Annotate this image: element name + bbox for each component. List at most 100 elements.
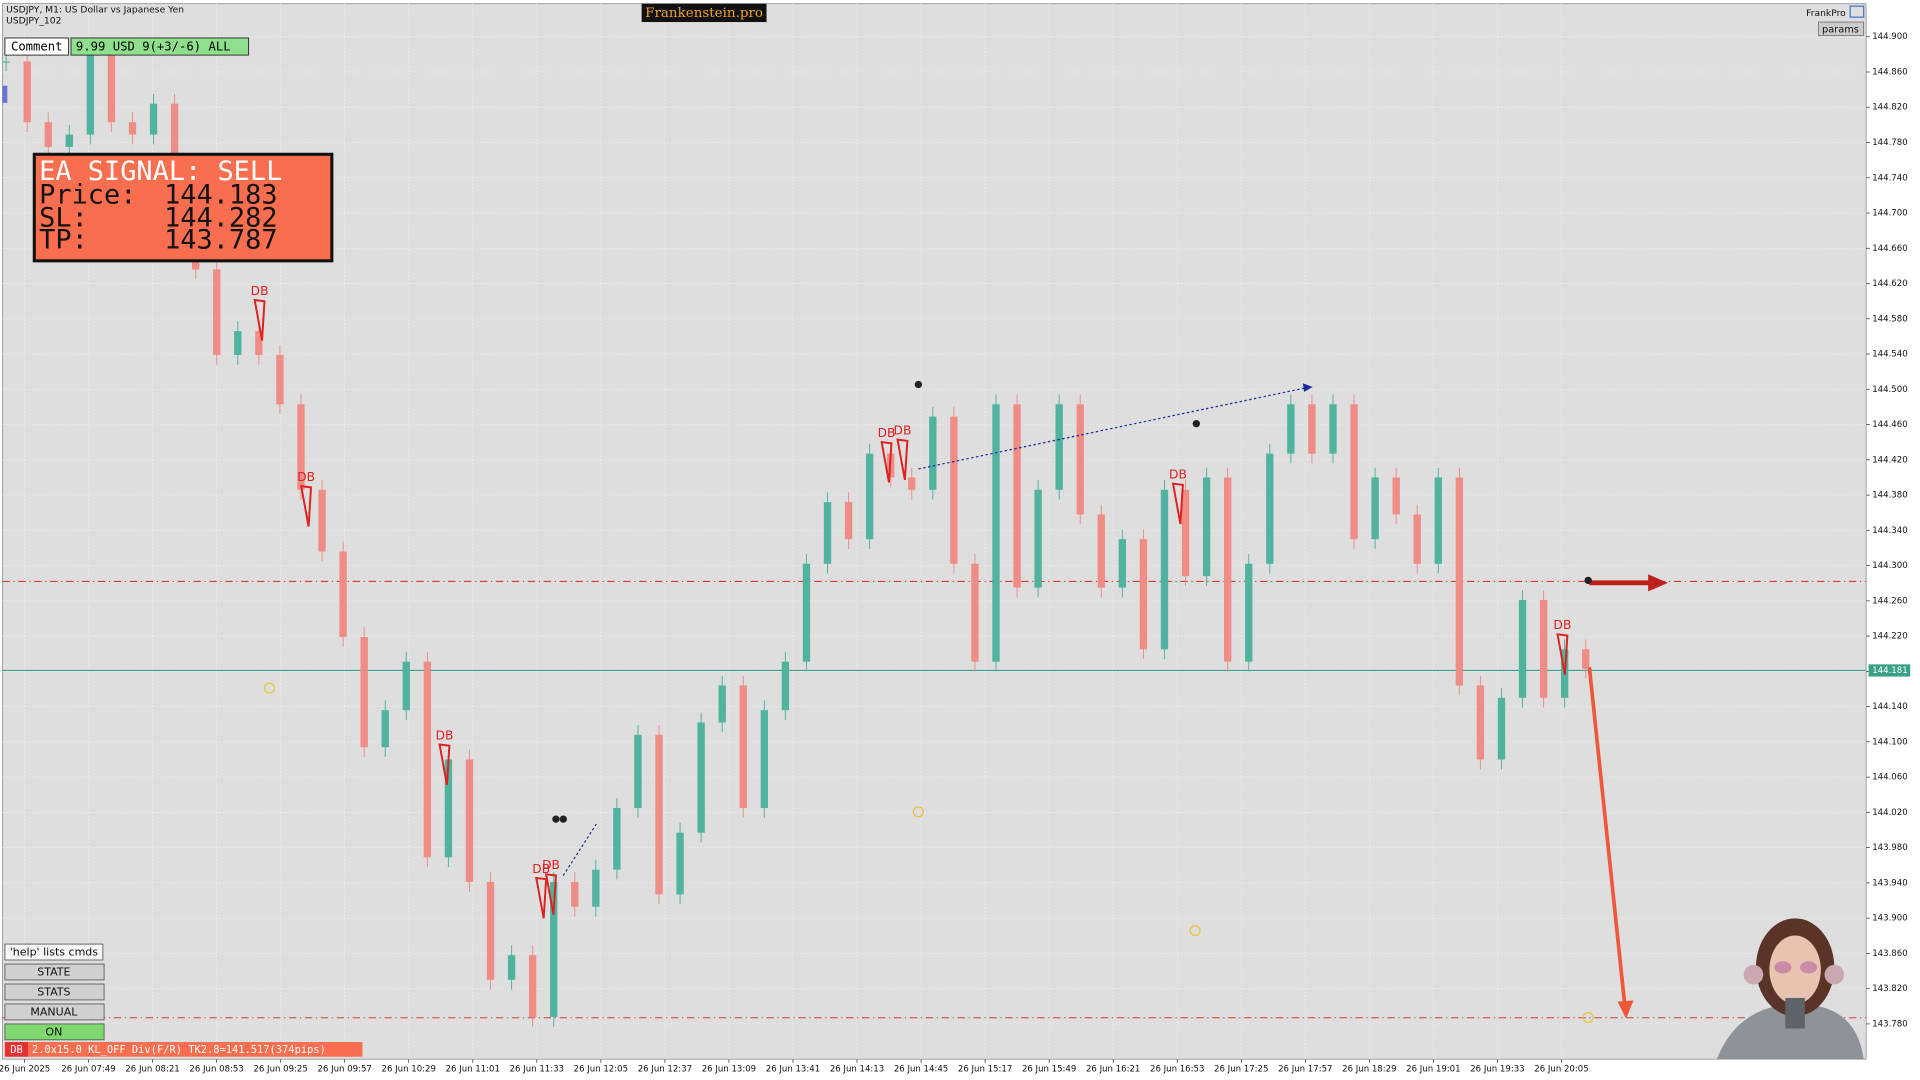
db-pattern — [438, 743, 451, 786]
candle — [1413, 514, 1421, 564]
candle — [318, 489, 326, 552]
candle — [339, 551, 347, 637]
signal-sl-label: SL: — [39, 203, 88, 234]
button[interactable] — [4, 1003, 105, 1021]
candle — [697, 722, 705, 833]
y-tick-label: 143.940 — [1872, 878, 1907, 888]
candle — [1076, 404, 1084, 515]
candle — [1476, 685, 1485, 760]
x-tick-label: 26 Jun 12:37 — [638, 1064, 692, 1074]
x-tick-label: 26 Jun 20:05 — [1534, 1064, 1588, 1074]
sell-arrow — [1587, 667, 1627, 1007]
candle — [486, 882, 495, 980]
candle — [1497, 697, 1506, 760]
signal-price-label: Price: — [39, 179, 136, 210]
candle — [1181, 489, 1190, 577]
status-tag: DB — [10, 1044, 23, 1056]
candle — [1518, 599, 1527, 698]
candle — [297, 404, 305, 490]
button[interactable] — [4, 983, 105, 1001]
db-label: DB — [297, 470, 315, 484]
smiley-icon — [1189, 925, 1201, 937]
bid-label: 144.181 — [1872, 666, 1907, 676]
candle — [865, 453, 874, 540]
skull-icon — [552, 815, 560, 823]
params-label[interactable]: params — [1822, 24, 1859, 35]
candle — [550, 882, 558, 1017]
params-button[interactable] — [1818, 21, 1865, 36]
button-label[interactable]: STATE — [37, 966, 70, 979]
grid: 144.900 144.860 144.820 144.780 144.740 144.7… — [0, 3, 1908, 1074]
candle — [971, 563, 979, 662]
candle — [423, 661, 432, 858]
candle — [507, 955, 516, 980]
x-tick-label: 26 Jun 10:29 — [382, 1064, 436, 1074]
candle — [360, 636, 368, 748]
x-tick-label: 26 Jun 12:05 — [574, 1064, 628, 1074]
button[interactable] — [4, 1023, 105, 1041]
candle — [1097, 514, 1105, 588]
candle — [528, 955, 537, 1017]
brand: Frankenstein.pro — [645, 6, 763, 21]
candle — [844, 502, 853, 540]
button — [4, 943, 104, 961]
button-label[interactable]: STATS — [37, 986, 70, 999]
y-tick-label: 144.340 — [1872, 526, 1907, 536]
y-tick-label: 144.620 — [1872, 279, 1907, 289]
y-tick-label: 143.820 — [1872, 984, 1907, 994]
db-label: DB — [532, 862, 550, 876]
x-tick-label: 26 Jun 16:21 — [1086, 1064, 1140, 1074]
y-tick-label: 144.100 — [1872, 737, 1907, 747]
y-tick-label: 144.580 — [1872, 314, 1907, 324]
x-tick-label: 26 Jun 11:01 — [446, 1064, 500, 1074]
x-tick-label: 26 Jun 18:29 — [1342, 1064, 1396, 1074]
y-tick-label: 144.900 — [1872, 32, 1907, 42]
avatar — [1716, 918, 1864, 1060]
db-label: DB — [251, 284, 269, 298]
candle — [128, 122, 137, 135]
candle — [402, 661, 410, 711]
db-pattern — [880, 440, 893, 483]
candle — [1434, 477, 1442, 564]
candle — [234, 331, 242, 355]
candle — [170, 103, 179, 184]
smiley-icon — [912, 806, 924, 818]
db-pattern — [300, 484, 313, 527]
bid-label-box — [1868, 664, 1911, 677]
account-label: USDJPY_102 — [6, 15, 61, 26]
db-pattern — [1171, 482, 1184, 525]
y-tick-label: 144.820 — [1872, 103, 1907, 113]
button-label[interactable]: MANUAL — [30, 1006, 78, 1019]
candle — [465, 759, 474, 883]
candle — [1013, 404, 1021, 588]
skull-icon — [1192, 420, 1200, 428]
profile-icon[interactable] — [1849, 5, 1865, 18]
comment-value: 9.99 USD 9(+3/-6) ALL — [76, 40, 231, 54]
y-tick-label: 144.860 — [1872, 67, 1907, 77]
candle — [1245, 563, 1253, 662]
y-tick-label: 144.380 — [1872, 491, 1907, 501]
signal-tp: 143.787 — [164, 225, 277, 256]
comment-box — [4, 37, 70, 56]
skull-icon — [559, 815, 567, 823]
button-label[interactable]: ON — [45, 1025, 62, 1038]
candle — [802, 563, 811, 662]
signal-box — [32, 152, 334, 263]
candle — [23, 61, 31, 123]
button[interactable] — [4, 963, 105, 981]
y-tick-label: 144.460 — [1872, 420, 1907, 430]
candle — [760, 710, 768, 808]
brand-box — [641, 3, 767, 23]
y-tick-label: 143.900 — [1872, 914, 1907, 924]
db-pattern — [1556, 633, 1569, 675]
candle — [1202, 477, 1211, 577]
arrow-head — [1302, 383, 1313, 392]
candle — [908, 477, 916, 490]
y-tick-label: 144.780 — [1872, 138, 1907, 148]
status-box — [28, 1042, 363, 1057]
candle — [1455, 477, 1464, 686]
candle — [1160, 489, 1169, 650]
button-label: 'help' lists cmds — [10, 946, 99, 959]
